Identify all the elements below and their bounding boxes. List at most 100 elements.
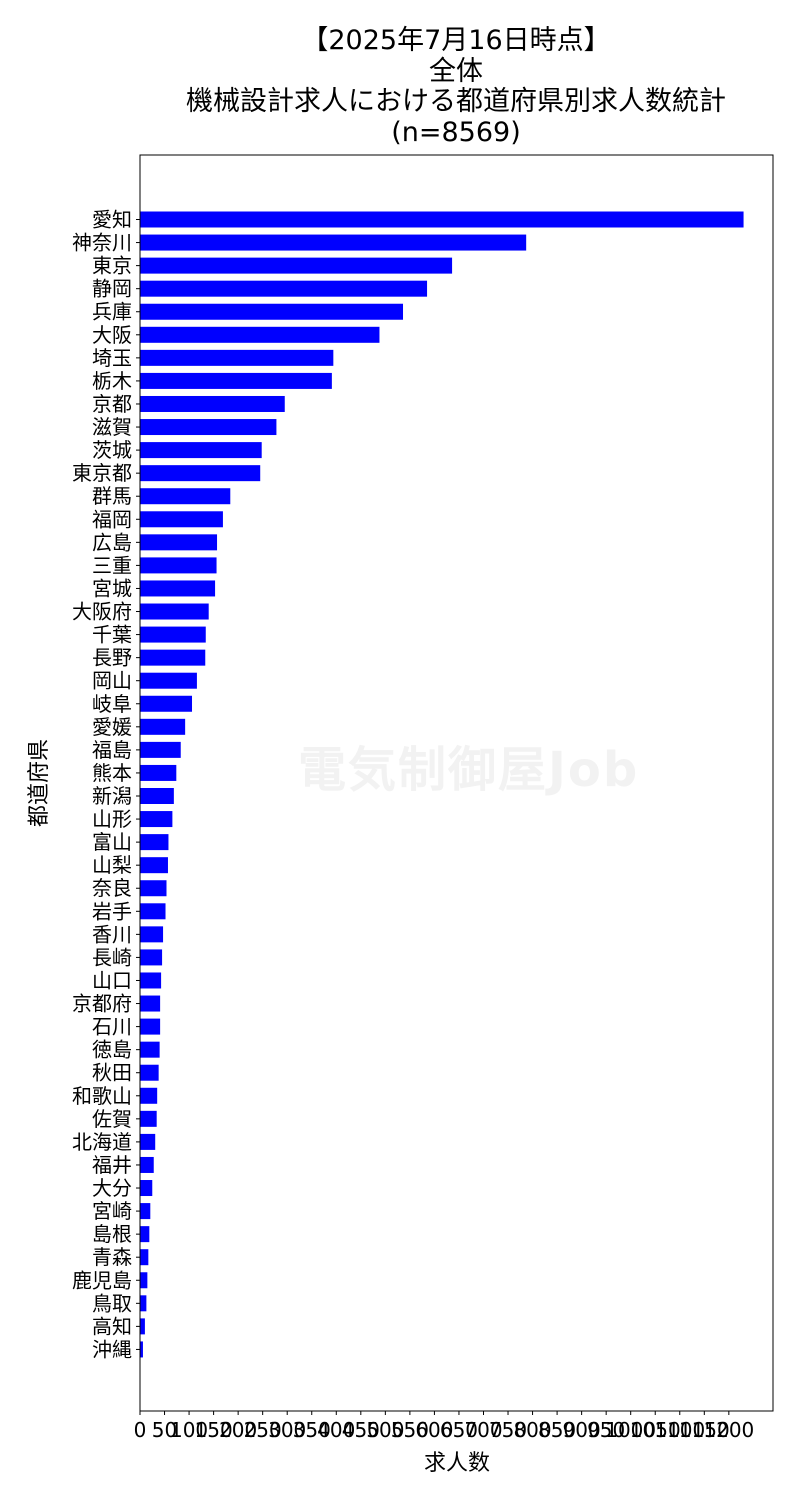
bar (140, 788, 174, 804)
x-tick-label: 1100 (654, 1418, 705, 1442)
y-tick-label: 岩手 (92, 899, 132, 923)
bar (140, 764, 177, 781)
bar (140, 511, 223, 528)
y-tick-label: 佐賀 (92, 1107, 132, 1131)
x-tick-label: 400 (317, 1418, 355, 1442)
y-tick-label: 高知 (92, 1314, 132, 1338)
bar (140, 741, 181, 758)
y-tick-label: 愛知 (92, 208, 132, 232)
y-tick-label: 岡山 (92, 669, 132, 693)
bar (140, 1180, 153, 1197)
y-tick-label: 北海道 (72, 1130, 132, 1154)
bar (140, 234, 527, 251)
y-tick-label: 山口 (92, 968, 132, 992)
bar (140, 442, 262, 459)
bar (140, 949, 163, 966)
bar (140, 903, 166, 920)
bar (140, 926, 164, 943)
y-tick-label: 広島 (92, 530, 132, 554)
y-tick-label: 岐阜 (92, 692, 132, 716)
x-tick-label: 0 (134, 1418, 147, 1442)
y-tick-label: 東京都 (72, 461, 132, 485)
bar (140, 1064, 159, 1081)
y-tick-label: 大阪府 (72, 600, 132, 624)
x-tick-label: 600 (415, 1418, 453, 1442)
bar (140, 280, 428, 297)
y-tick-label: 東京 (92, 254, 132, 278)
y-tick-label: 富山 (92, 830, 132, 854)
bar (140, 995, 161, 1012)
x-tick-label: 250 (244, 1418, 282, 1442)
bar (140, 972, 162, 989)
y-tick-label: 京都 (92, 392, 132, 416)
bar (140, 672, 197, 689)
x-tick-label: 1200 (703, 1418, 754, 1442)
x-tick-label: 950 (587, 1418, 625, 1442)
x-tick-label: 450 (342, 1418, 380, 1442)
bar (140, 557, 217, 574)
y-tick-label: 福島 (92, 738, 132, 762)
y-tick-label: 石川 (92, 1015, 132, 1039)
y-tick-label: 大阪 (92, 323, 132, 347)
watermark-logo: 電気制御屋Job (298, 742, 640, 798)
x-tick-label: 50 (152, 1418, 177, 1442)
y-tick-label: 静岡 (92, 277, 132, 301)
y-tick-label: 群馬 (92, 484, 132, 508)
y-tick-label: 香川 (92, 922, 132, 946)
title-line-count: (n=8569) (391, 116, 521, 148)
bar (140, 1087, 158, 1104)
x-tick-label: 150 (195, 1418, 233, 1442)
bar (140, 1249, 149, 1266)
y-axis-ticks: 愛知神奈川東京静岡兵庫大阪埼玉栃木京都滋賀茨城東京都群馬福岡広島三重宮城大阪府千… (72, 208, 140, 1361)
chart-title: 【2025年7月16日時点】 全体 機械設計求人における都道府県別求人数統計 (… (0, 25, 800, 148)
title-line-main: 機械設計求人における都道府県別求人数統計 (186, 86, 726, 117)
x-tick-label: 500 (366, 1418, 404, 1442)
x-axis-ticks: 0 501001502002503003504004505005506006507… (134, 1411, 754, 1442)
x-tick-label: 850 (538, 1418, 576, 1442)
bar (140, 1341, 143, 1358)
bar (140, 603, 209, 620)
x-tick-label: 1050 (630, 1418, 681, 1442)
plot-frame (139, 154, 774, 1412)
bar (140, 211, 744, 228)
bar (140, 718, 186, 735)
y-tick-label: 神奈川 (72, 231, 132, 255)
bar (140, 1133, 156, 1150)
bar (140, 1041, 160, 1058)
bar (140, 1018, 161, 1035)
bar (140, 395, 285, 412)
y-tick-label: 宮城 (92, 576, 132, 600)
x-tick-label: 100 (170, 1418, 208, 1442)
title-line-scope: 全体 (429, 55, 483, 87)
x-tick-label: 750 (489, 1418, 527, 1442)
bar (140, 1203, 151, 1220)
bar (140, 1295, 147, 1312)
bar (140, 349, 334, 366)
bar (140, 303, 404, 320)
y-tick-label: 奈良 (92, 876, 132, 900)
bar (140, 626, 206, 643)
bar (140, 695, 193, 712)
y-tick-label: 三重 (92, 553, 132, 577)
bar (140, 649, 206, 666)
x-tick-label: 300 (268, 1418, 306, 1442)
bar (140, 834, 169, 851)
y-tick-label: 熊本 (92, 761, 132, 785)
y-tick-label: 徳島 (92, 1038, 132, 1062)
bar (140, 880, 167, 897)
bar (140, 1110, 157, 1127)
bars-group (140, 211, 744, 1358)
x-tick-label: 800 (513, 1418, 551, 1442)
y-tick-label: 島根 (92, 1222, 132, 1246)
x-axis-label: 求人数 (424, 1451, 490, 1476)
bar (140, 1318, 145, 1335)
bar (140, 1156, 154, 1173)
x-tick-label: 1150 (679, 1418, 730, 1442)
y-axis-label: 都道府県 (27, 739, 52, 827)
y-tick-label: 福岡 (92, 507, 132, 531)
y-tick-label: 長崎 (92, 945, 132, 969)
y-tick-label: 山梨 (92, 853, 132, 877)
y-tick-label: 宮崎 (92, 1199, 132, 1223)
bar (140, 372, 332, 389)
